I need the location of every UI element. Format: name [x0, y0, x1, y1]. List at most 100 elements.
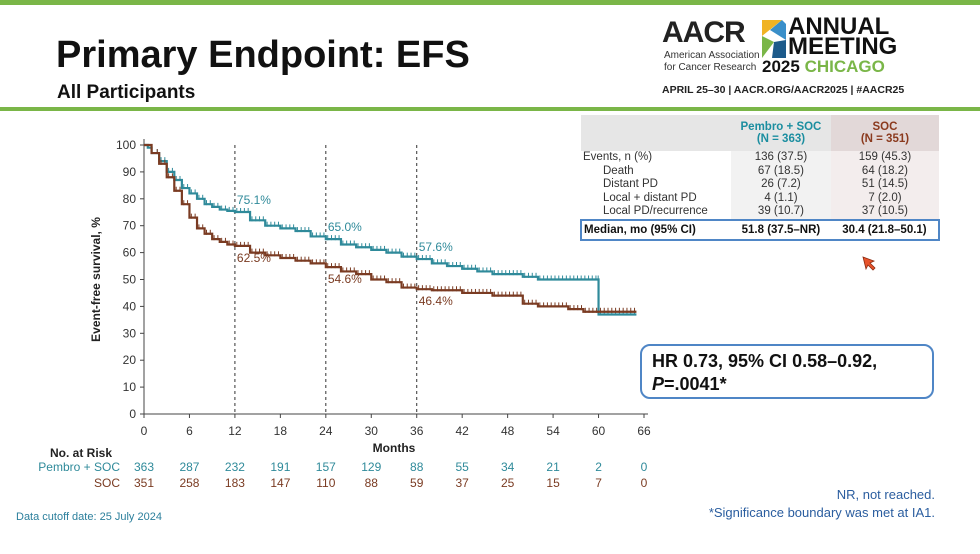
pembro-header-line2: (N = 363) — [756, 133, 806, 145]
x-tick-label: 36 — [410, 424, 424, 438]
significance-note: *Significance boundary was met at IA1. — [708, 505, 935, 520]
y-tick-label: 10 — [123, 380, 137, 394]
y-tick-label: 20 — [123, 353, 137, 367]
aacr-logo: AACR American Association for Cancer Res… — [662, 13, 962, 100]
row-label: Local + distant PD — [603, 191, 697, 204]
x-tick-label: 54 — [546, 424, 560, 438]
at-risk-value: 7 — [595, 476, 602, 490]
y-tick-label: 80 — [123, 192, 137, 206]
row-label: Distant PD — [603, 178, 658, 190]
median-row: Median, mo (95% CI) 51.8 (37.5–NR) 30.4 … — [580, 218, 941, 241]
meeting-year-city: 2025 CHICAGO — [762, 58, 885, 76]
table-header-row: Pembro + SOC (N = 363) SOC (N = 351) — [581, 115, 939, 151]
table-row: Local PD/recurrence 39 (10.7) 37 (10.5) — [581, 205, 939, 220]
x-tick-label: 60 — [592, 424, 606, 438]
top-accent-bar — [0, 0, 980, 5]
at-risk-value: 363 — [134, 460, 154, 474]
landmark-label: 65.0% — [328, 220, 362, 234]
at-risk-value: 351 — [134, 476, 154, 490]
row-soc-value: 64 (18.2) — [830, 164, 939, 178]
row-soc-value: 37 (10.5) — [830, 205, 939, 220]
at-risk-value: 34 — [501, 460, 515, 474]
landmark-label: 57.6% — [419, 240, 453, 254]
row-label: Local PD/recurrence — [603, 205, 708, 217]
x-tick-label: 30 — [365, 424, 379, 438]
x-tick-label: 24 — [319, 424, 333, 438]
row-soc-value: 7 (2.0) — [830, 191, 939, 205]
row-pembro-value: 26 (7.2) — [731, 178, 831, 192]
at-risk-value: 232 — [225, 460, 245, 474]
y-tick-label: 0 — [129, 407, 136, 421]
table-header-soc: SOC (N = 351) — [830, 115, 939, 151]
title-divider — [0, 107, 980, 111]
at-risk-value: 191 — [270, 460, 290, 474]
landmark-label: 75.1% — [237, 193, 271, 207]
at-risk-value: 183 — [225, 476, 245, 490]
at-risk-heading: No. at Risk — [50, 446, 112, 460]
y-tick-label: 60 — [123, 246, 137, 260]
x-tick-label: 42 — [456, 424, 470, 438]
at-risk-row-label: Pembro + SOC — [38, 460, 120, 474]
meeting-line1: ANNUAL — [788, 13, 890, 40]
x-tick-label: 48 — [501, 424, 515, 438]
row-label: Events, n (%) — [583, 151, 653, 163]
meeting-city: CHICAGO — [804, 57, 885, 76]
table-header-empty — [581, 115, 731, 151]
soc-header-line2: (N = 351) — [860, 133, 910, 145]
at-risk-value: 55 — [456, 460, 470, 474]
cursor-arrow-icon — [862, 256, 876, 271]
y-tick-label: 70 — [123, 219, 137, 233]
table-row: Events, n (%) 136 (37.5) 159 (45.3) — [581, 151, 939, 165]
median-label: Median, mo (95% CI) — [580, 218, 731, 241]
row-pembro-value: 39 (10.7) — [731, 205, 831, 220]
at-risk-value: 147 — [270, 476, 290, 490]
at-risk-value: 129 — [361, 460, 381, 474]
table-row: Distant PD 26 (7.2) 51 (14.5) — [581, 178, 939, 192]
page-title: Primary Endpoint: EFS — [56, 34, 470, 76]
landmark-label: 62.5% — [237, 251, 271, 265]
x-tick-label: 18 — [274, 424, 288, 438]
at-risk-value: 59 — [410, 476, 424, 490]
y-tick-label: 40 — [123, 299, 137, 313]
at-risk-value: 258 — [179, 476, 199, 490]
table-row: Death 67 (18.5) 64 (18.2) — [581, 164, 939, 178]
table-row: Local + distant PD 4 (1.1) 7 (2.0) — [581, 191, 939, 205]
row-soc-value: 51 (14.5) — [830, 178, 939, 192]
hr-line2: P=.0041* — [652, 373, 932, 396]
soc-header-line1: SOC — [872, 121, 898, 133]
aacr-sub-line2: for Cancer Research — [664, 62, 757, 73]
table-header-pembro: Pembro + SOC (N = 363) — [731, 115, 831, 151]
aacr-wordmark: AACR — [662, 16, 746, 49]
aacr-subtitle: American Association for Cancer Research — [664, 50, 760, 74]
x-tick-label: 6 — [186, 424, 193, 438]
at-risk-value: 21 — [546, 460, 560, 474]
hazard-ratio-box: HR 0.73, 95% CI 0.58–0.92, P=.0041* — [640, 344, 934, 399]
meeting-logo-icon — [762, 20, 786, 58]
at-risk-value: 2 — [595, 460, 602, 474]
at-risk-row-label: SOC — [94, 476, 120, 490]
row-soc-value: 159 (45.3) — [830, 151, 939, 165]
median-pembro: 51.8 (37.5–NR) — [731, 218, 831, 241]
x-axis-label: Months — [373, 441, 416, 455]
series-line-soc — [144, 143, 637, 313]
landmark-label: 54.6% — [328, 272, 362, 286]
events-table: Pembro + SOC (N = 363) SOC (N = 351) Eve… — [580, 115, 941, 241]
aacr-sub-line1: American Association — [664, 50, 760, 61]
meeting-line2: MEETING — [788, 33, 898, 60]
data-cutoff: Data cutoff date: 25 July 2024 — [16, 511, 162, 523]
y-tick-label: 30 — [123, 326, 137, 340]
row-pembro-value: 67 (18.5) — [731, 164, 831, 178]
x-tick-label: 66 — [637, 424, 651, 438]
meeting-dates: APRIL 25–30 | AACR.ORG/AACR2025 | #AACR2… — [662, 84, 905, 96]
at-risk-value: 88 — [365, 476, 379, 490]
row-pembro-value: 4 (1.1) — [731, 191, 831, 205]
landmark-label: 46.4% — [419, 294, 453, 308]
at-risk-value: 0 — [641, 460, 648, 474]
at-risk-value: 88 — [410, 460, 424, 474]
at-risk-value: 37 — [456, 476, 470, 490]
at-risk-value: 110 — [316, 476, 335, 490]
y-axis-label: Event-free survival, % — [89, 217, 103, 342]
series-line-pembro — [144, 143, 637, 316]
y-tick-label: 50 — [123, 273, 137, 287]
